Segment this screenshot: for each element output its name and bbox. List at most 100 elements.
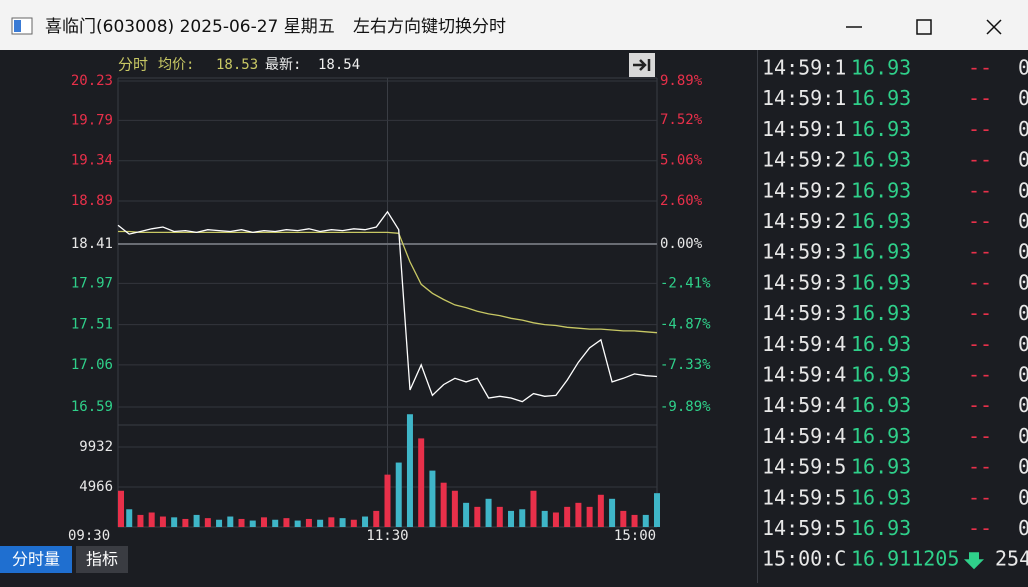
x-tick-label: 11:30 — [366, 528, 408, 544]
volume-bar — [339, 518, 346, 527]
volume-bar — [204, 518, 211, 527]
y2-tick-label: 2.60% — [660, 193, 703, 209]
trade-cell: 14:59:5 — [762, 455, 846, 479]
trade-cell: -- — [968, 117, 992, 141]
close-button[interactable] — [986, 19, 1002, 35]
y-tick-label: 17.51 — [71, 317, 113, 333]
trade-cell: 0 — [1018, 148, 1028, 172]
tab-label[interactable]: 分时量 — [12, 550, 60, 569]
y-tick-label: 19.34 — [71, 153, 113, 169]
volume-bar — [182, 518, 189, 527]
tab[interactable] — [76, 546, 128, 573]
volume-bar — [305, 518, 312, 527]
trade-cell: 0 — [1018, 270, 1028, 294]
volume-bar — [541, 510, 548, 527]
trade-cell: 0 — [1018, 393, 1028, 417]
trade-cell: 16.911205 — [851, 547, 959, 571]
trade-cell: -- — [968, 209, 992, 233]
tab-active[interactable] — [0, 546, 72, 573]
volume-bar — [227, 516, 234, 527]
volume-bar — [395, 462, 402, 527]
trade-cell: 14:59:3 — [762, 301, 846, 325]
volume-tick-label: 4966 — [79, 479, 113, 495]
volume-bar — [654, 493, 660, 527]
volume-bar — [216, 519, 223, 527]
trade-cell: 16.93 — [851, 178, 911, 202]
trade-cell: 0 — [1018, 424, 1028, 448]
trade-cell: 16.93 — [851, 240, 911, 264]
trade-cell: 16.93 — [851, 332, 911, 356]
volume-bar — [317, 519, 324, 527]
trade-cell: 14:59:1 — [762, 86, 846, 110]
trade-cell: 14:59:1 — [762, 56, 846, 80]
volume-bar — [118, 490, 124, 527]
y2-tick-label: 7.52% — [660, 112, 703, 128]
last-label: 最新: — [265, 57, 301, 73]
volume-bar — [126, 509, 133, 527]
volume-bar — [440, 482, 447, 527]
volume-bar — [260, 517, 267, 527]
y-tick-label: 17.06 — [71, 357, 113, 373]
volume-bar — [620, 510, 627, 527]
trade-cell: -- — [968, 332, 992, 356]
trade-cell: 14:59:2 — [762, 178, 846, 202]
trade-cell: 254 — [995, 547, 1028, 571]
volume-bar — [586, 506, 593, 527]
volume-bar — [508, 510, 515, 527]
volume-bar — [519, 509, 526, 527]
trade-cell: 14:59:4 — [762, 363, 846, 387]
volume-bar — [159, 516, 166, 527]
trade-cell: 0 — [1018, 332, 1028, 356]
last-value: 18.54 — [318, 57, 360, 73]
trade-cell: 0 — [1018, 209, 1028, 233]
trade-cell: 15:00:C — [762, 547, 846, 571]
trade-cell: 0 — [1018, 117, 1028, 141]
chart-panel — [0, 50, 757, 583]
trade-cell: 14:59:4 — [762, 393, 846, 417]
window-hint: 左右方向键切换分时 — [353, 17, 506, 37]
trade-cell: 16.93 — [851, 485, 911, 509]
window-title: 喜临门(603008) 2025-06-27 星期五 — [45, 17, 335, 37]
trade-cell: 0 — [1018, 86, 1028, 110]
app-icon — [14, 20, 21, 32]
y-tick-label: 17.97 — [71, 275, 113, 291]
trade-cell: 16.93 — [851, 393, 911, 417]
trade-cell: 0 — [1018, 56, 1028, 80]
volume-bar — [463, 502, 470, 527]
volume-bar — [597, 494, 604, 527]
x-tick-label: 09:30 — [68, 528, 110, 544]
volume-bar — [642, 514, 649, 527]
trade-cell: 16.93 — [851, 424, 911, 448]
chart-header: 分时 均价: 18.53 最新: 18.54 — [118, 56, 360, 74]
volume-bar — [451, 490, 458, 527]
trade-cell: 16.93 — [851, 455, 911, 479]
volume-bar — [350, 519, 357, 527]
volume-bar — [238, 518, 245, 527]
volume-bar — [496, 506, 503, 527]
y2-tick-label: 9.89% — [660, 73, 703, 89]
volume-bar — [530, 490, 537, 527]
trade-cell: -- — [968, 455, 992, 479]
trade-cell: 0 — [1018, 178, 1028, 202]
y2-tick-label: 5.06% — [660, 153, 703, 169]
trade-cell: 14:59:3 — [762, 270, 846, 294]
trade-cell: 0 — [1018, 516, 1028, 540]
trade-cell: -- — [968, 270, 992, 294]
volume-bar — [294, 520, 301, 527]
y-tick-label: 19.79 — [71, 112, 113, 128]
trade-cell: 14:59:1 — [762, 117, 846, 141]
trade-cell: 0 — [1018, 240, 1028, 264]
volume-bar — [249, 520, 256, 527]
y2-tick-label: -4.87% — [660, 316, 711, 332]
trade-cell: 14:59:3 — [762, 240, 846, 264]
volume-bar — [474, 506, 481, 527]
trade-cell: 16.93 — [851, 117, 911, 141]
trade-cell: 0 — [1018, 363, 1028, 387]
tab-label[interactable]: 指标 — [86, 550, 118, 569]
avg-label: 均价: — [158, 57, 194, 73]
volume-bar — [362, 516, 369, 527]
maximize-button[interactable] — [916, 19, 932, 35]
trade-cell: 0 — [1018, 485, 1028, 509]
trade-cell: 14:59:5 — [762, 516, 846, 540]
